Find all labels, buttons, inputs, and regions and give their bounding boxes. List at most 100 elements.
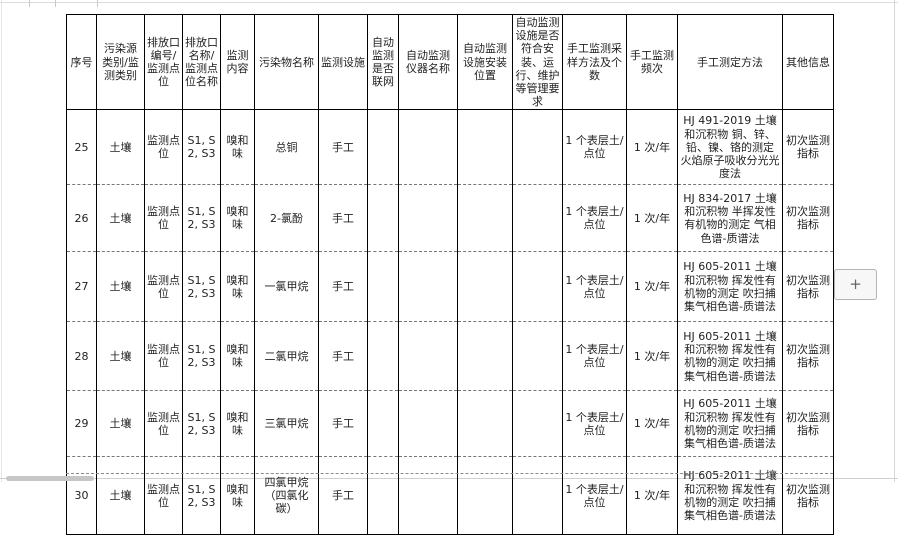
cell-monitor-facility: 手工 bbox=[318, 109, 368, 186]
col-header-serial: 序号 bbox=[66, 14, 97, 111]
cell-auto-install-location bbox=[457, 251, 513, 323]
ruler-tick bbox=[29, 0, 30, 7]
col-header-outlet-name: 排放口名称/监测点位名称 bbox=[182, 14, 221, 111]
cell-monitor-content: 嗅和味 bbox=[220, 184, 255, 253]
cell-monitor-facility: 手工 bbox=[318, 184, 368, 253]
cell-monitor-facility: 手工 bbox=[318, 456, 368, 535]
col-header-manual-sampling: 手工监测采样方法及个数 bbox=[562, 14, 627, 111]
cell-outlet-name: S1, S2, S3 bbox=[182, 251, 221, 323]
cell-outlet-name: S1, S2, S3 bbox=[182, 456, 221, 535]
cell-outlet-no: 监测点位 bbox=[144, 321, 183, 392]
cell-serial: 25 bbox=[66, 109, 97, 186]
col-header-auto-compliance: 自动监测设施是否符合安装、运行、维护等管理要求 bbox=[512, 14, 563, 111]
page-guide-right bbox=[894, 0, 895, 482]
cell-auto-networked bbox=[367, 456, 399, 535]
cell-outlet-name: S1, S2, S3 bbox=[182, 184, 221, 253]
cell-monitor-content: 嗅和味 bbox=[220, 321, 255, 392]
cell-outlet-name: S1, S2, S3 bbox=[182, 390, 221, 458]
cell-auto-instrument bbox=[398, 390, 458, 458]
cell-pollution-source-category: 土壤 bbox=[96, 109, 145, 186]
cell-auto-networked bbox=[367, 321, 399, 392]
cell-auto-compliance bbox=[512, 456, 563, 535]
col-header-manual-frequency: 手工监测频次 bbox=[626, 14, 678, 111]
cell-manual-sampling: 1 个表层土/点位 bbox=[562, 109, 627, 186]
col-header-monitor-facility: 监测设施 bbox=[318, 14, 368, 111]
cell-serial: 27 bbox=[66, 251, 97, 323]
cell-pollution-source-category: 土壤 bbox=[96, 456, 145, 535]
cell-other-info: 初次监测指标 bbox=[782, 456, 834, 535]
cell-manual-frequency: 1 次/年 bbox=[626, 109, 678, 186]
cell-manual-frequency: 1 次/年 bbox=[626, 321, 678, 392]
cell-manual-method: HJ 605-2011 土壤和沉积物 挥发性有机物的测定 吹扫捕集气相色谱-质谱… bbox=[677, 321, 783, 392]
col-header-monitor-content: 监测内容 bbox=[220, 14, 255, 111]
cell-serial: 26 bbox=[66, 184, 97, 253]
cell-other-info: 初次监测指标 bbox=[782, 321, 834, 392]
cell-pollutant-name: 2-氯酚 bbox=[254, 184, 319, 253]
monitoring-table: 序号 污染源类别/监测类别 排放口编号/监测点位 排放口名称/监测点位名称 监测… bbox=[66, 14, 834, 535]
cell-monitor-facility: 手工 bbox=[318, 251, 368, 323]
table-row: 29 土壤 监测点位 S1, S2, S3 嗅和味 三氯甲烷 手工 1 个表层土… bbox=[66, 390, 834, 458]
ruler-tick bbox=[55, 0, 56, 7]
cell-auto-install-location bbox=[457, 321, 513, 392]
cell-other-info: 初次监测指标 bbox=[782, 390, 834, 458]
cell-manual-sampling: 1 个表层土/点位 bbox=[562, 456, 627, 535]
cell-monitor-content: 嗅和味 bbox=[220, 390, 255, 458]
cell-auto-install-location bbox=[457, 184, 513, 253]
cell-pollution-source-category: 土壤 bbox=[96, 390, 145, 458]
col-header-outlet-no: 排放口编号/监测点位 bbox=[144, 14, 183, 111]
cell-other-info: 初次监测指标 bbox=[782, 184, 834, 253]
cell-auto-compliance bbox=[512, 184, 563, 253]
col-header-pollution-source-category: 污染源类别/监测类别 bbox=[96, 14, 145, 111]
cell-auto-compliance bbox=[512, 390, 563, 458]
cell-pollutant-name: 总铜 bbox=[254, 109, 319, 186]
cell-serial: 29 bbox=[66, 390, 97, 458]
cell-pollution-source-category: 土壤 bbox=[96, 321, 145, 392]
cell-monitor-facility: 手工 bbox=[318, 390, 368, 458]
cell-outlet-no: 监测点位 bbox=[144, 456, 183, 535]
table-row: 28 土壤 监测点位 S1, S2, S3 嗅和味 二氯甲烷 手工 1 个表层土… bbox=[66, 321, 834, 392]
cell-outlet-name: S1, S2, S3 bbox=[182, 109, 221, 186]
cell-monitor-content: 嗅和味 bbox=[220, 251, 255, 323]
cell-manual-frequency: 1 次/年 bbox=[626, 456, 678, 535]
col-header-pollutant-name: 污染物名称 bbox=[254, 14, 319, 111]
col-header-other-info: 其他信息 bbox=[782, 14, 834, 111]
col-header-auto-networked: 自动监测是否联网 bbox=[367, 14, 399, 111]
cell-manual-sampling: 1 个表层土/点位 bbox=[562, 390, 627, 458]
col-header-auto-instrument: 自动监测仪器名称 bbox=[398, 14, 458, 111]
page-guide-top bbox=[0, 2, 898, 3]
cell-pollution-source-category: 土壤 bbox=[96, 251, 145, 323]
cell-manual-method: HJ 605-2011 土壤和沉积物 挥发性有机物的测定 吹扫捕集气相色谱-质谱… bbox=[677, 456, 783, 535]
ruler-tick bbox=[97, 0, 98, 7]
cell-pollutant-name: 二氯甲烷 bbox=[254, 321, 319, 392]
cell-outlet-no: 监测点位 bbox=[144, 251, 183, 323]
cell-monitor-content: 嗅和味 bbox=[220, 109, 255, 186]
cell-outlet-name: S1, S2, S3 bbox=[182, 321, 221, 392]
cell-outlet-no: 监测点位 bbox=[144, 390, 183, 458]
cell-auto-compliance bbox=[512, 109, 563, 186]
cell-serial: 28 bbox=[66, 321, 97, 392]
cell-auto-networked bbox=[367, 390, 399, 458]
cell-manual-method: HJ 834-2017 土壤和沉积物 半挥发性有机物的测定 气相色谱-质谱法 bbox=[677, 184, 783, 253]
header-row: 序号 污染源类别/监测类别 排放口编号/监测点位 排放口名称/监测点位名称 监测… bbox=[66, 14, 834, 111]
cell-manual-method: HJ 491-2019 土壤和沉积物 铜、锌、铅、镍、铬的测定 火焰原子吸收分光… bbox=[677, 109, 783, 186]
cell-serial: 30 bbox=[66, 456, 97, 535]
horizontal-scrollbar-thumb[interactable] bbox=[6, 476, 94, 481]
cell-manual-sampling: 1 个表层土/点位 bbox=[562, 184, 627, 253]
cell-manual-method: HJ 605-2011 土壤和沉积物 挥发性有机物的测定 吹扫捕集气相色谱-质谱… bbox=[677, 251, 783, 323]
cell-pollution-source-category: 土壤 bbox=[96, 184, 145, 253]
page-break-line bbox=[66, 473, 833, 474]
cell-outlet-no: 监测点位 bbox=[144, 109, 183, 186]
cell-monitor-facility: 手工 bbox=[318, 321, 368, 392]
cell-auto-install-location bbox=[457, 109, 513, 186]
cell-auto-instrument bbox=[398, 321, 458, 392]
cell-auto-instrument bbox=[398, 456, 458, 535]
cell-auto-networked bbox=[367, 109, 399, 186]
page-guide-left bbox=[1, 0, 2, 482]
cell-manual-frequency: 1 次/年 bbox=[626, 184, 678, 253]
plus-icon: + bbox=[849, 275, 862, 293]
cell-auto-networked bbox=[367, 251, 399, 323]
table-row: 26 土壤 监测点位 S1, S2, S3 嗅和味 2-氯酚 手工 1 个表层土… bbox=[66, 184, 834, 253]
add-row-button[interactable]: + bbox=[834, 269, 877, 300]
cell-other-info: 初次监测指标 bbox=[782, 109, 834, 186]
cell-pollutant-name: 四氯甲烷（四氯化碳） bbox=[254, 456, 319, 535]
